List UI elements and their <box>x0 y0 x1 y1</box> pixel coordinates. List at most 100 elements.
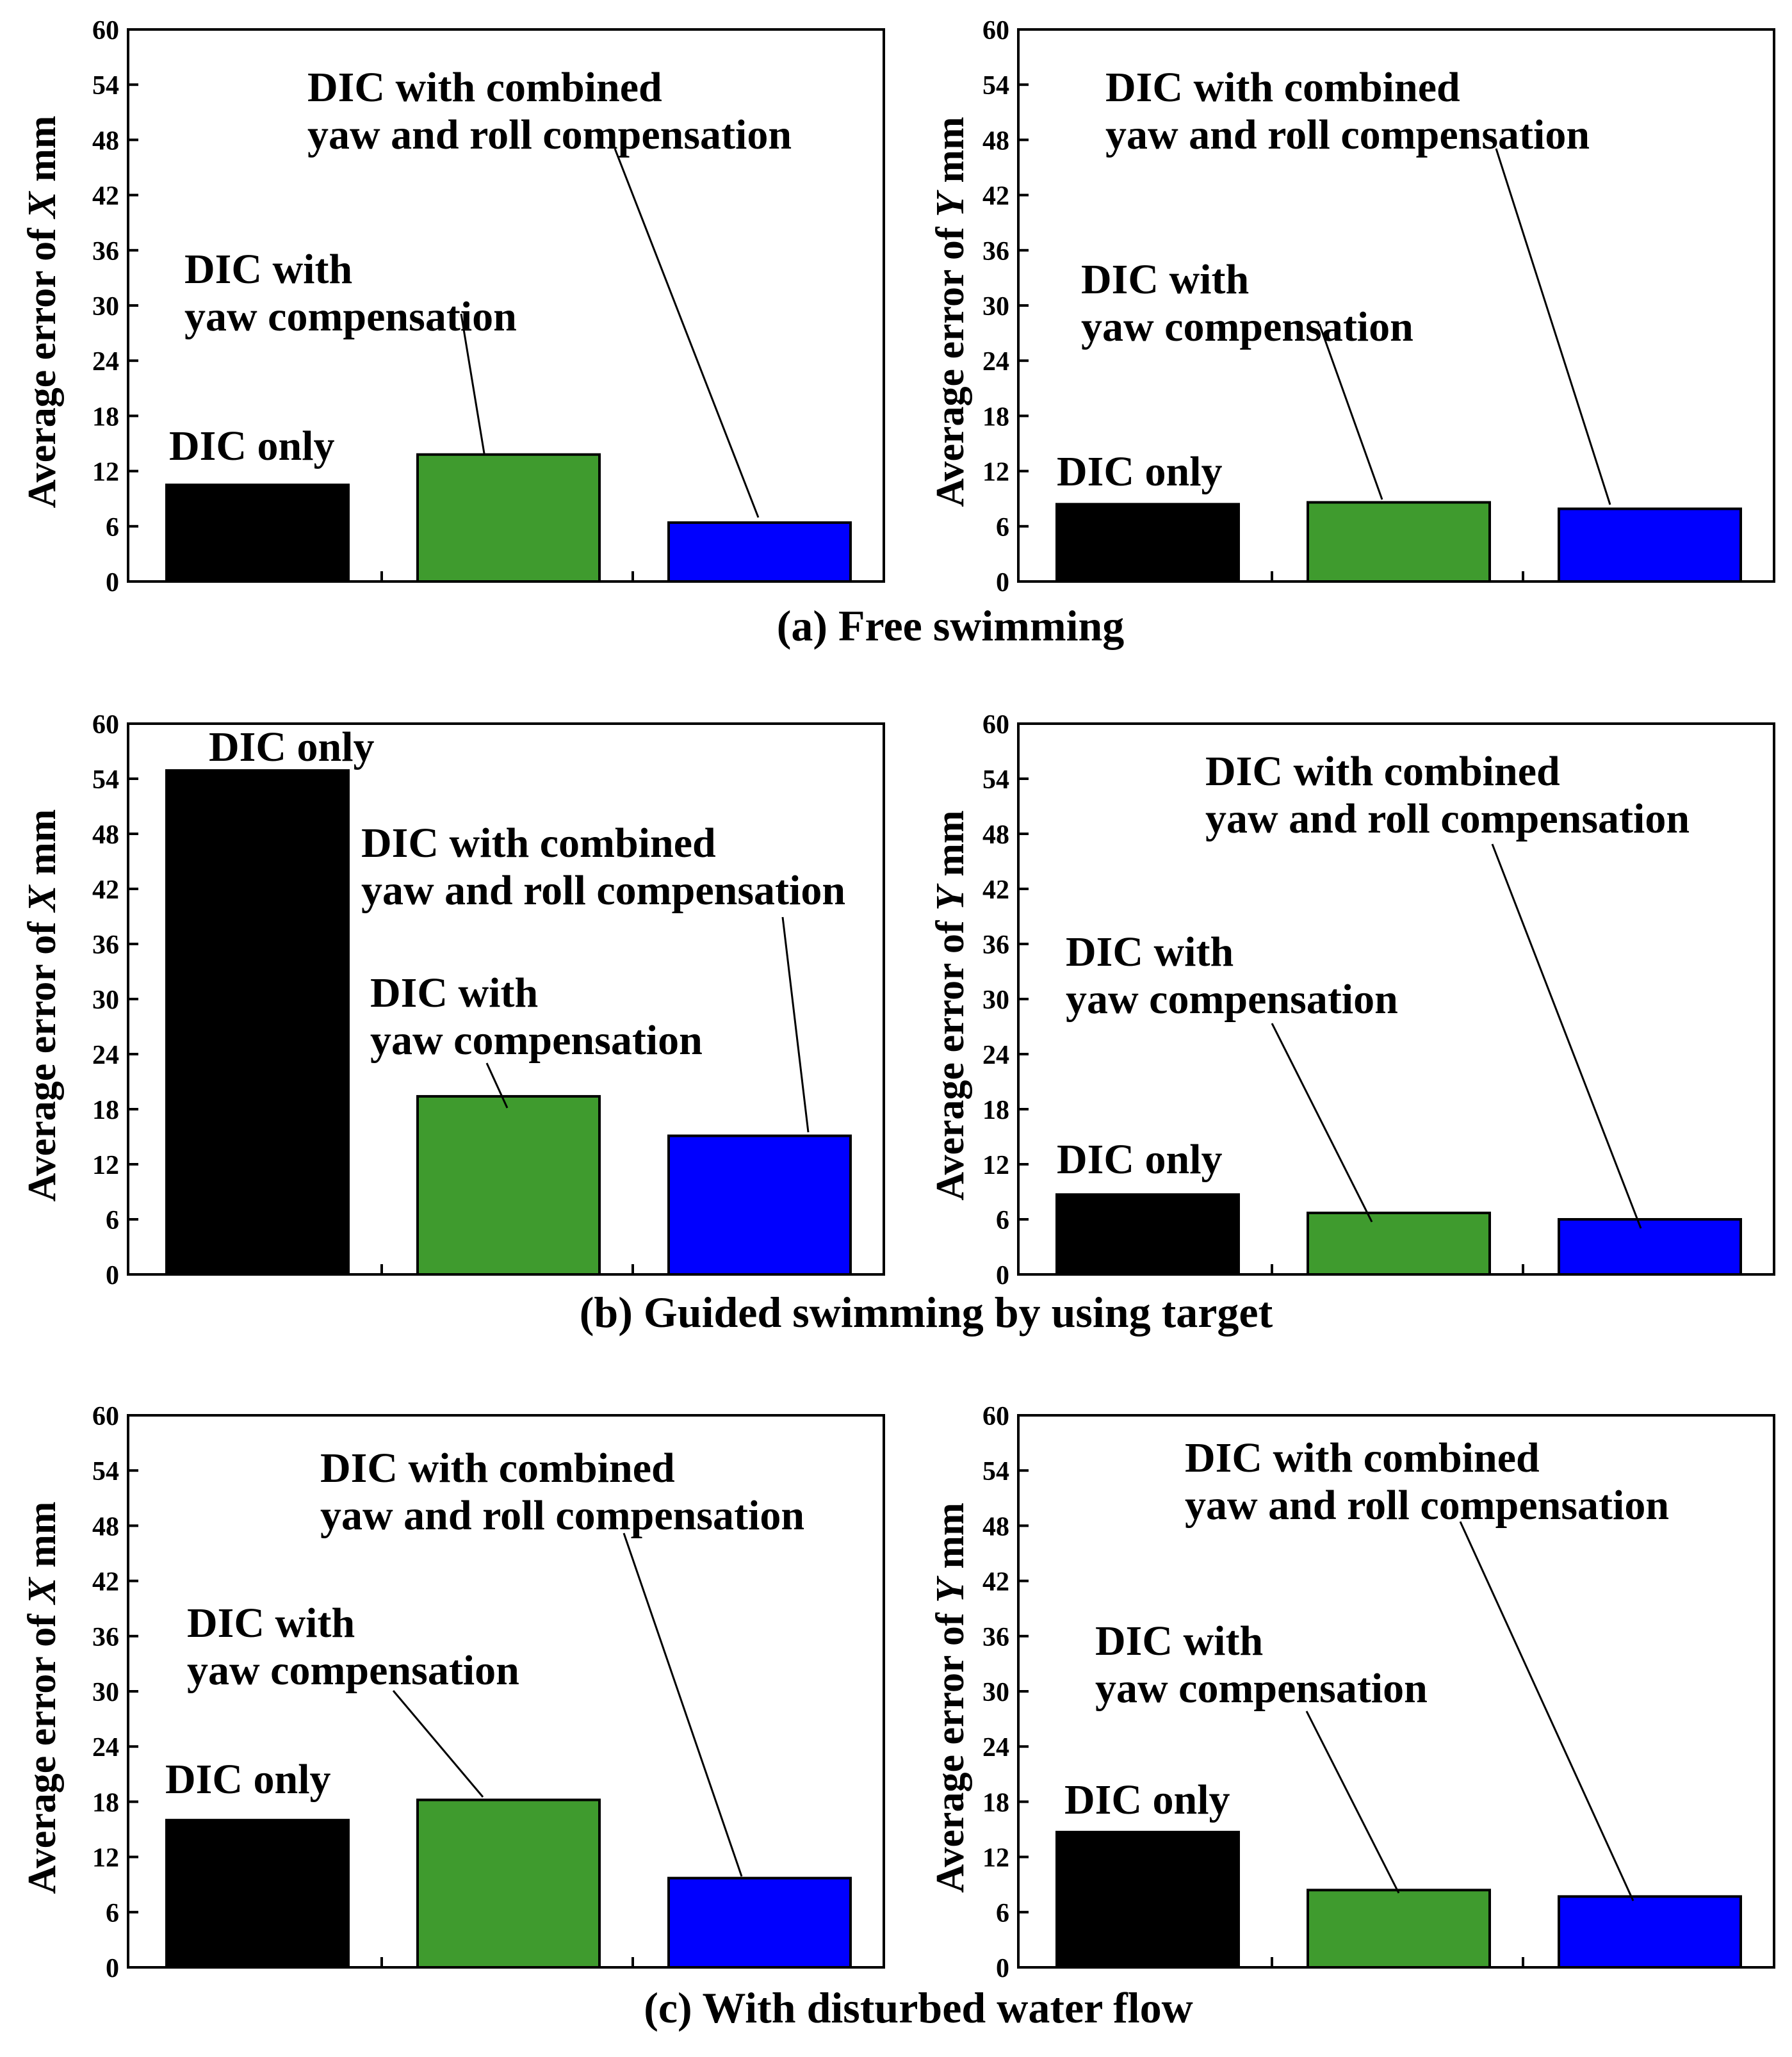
bar-annotation: DIC with combined yaw and roll compensati… <box>1105 64 1590 158</box>
y-tick-label: 54 <box>92 71 119 101</box>
y-tick-label: 6 <box>996 1899 1009 1928</box>
bar-annotation: DIC with combined yaw and roll compensati… <box>361 820 845 914</box>
panel-caption-a: (a) Free swimming <box>777 601 1125 650</box>
bar-dic-only <box>165 1819 350 1969</box>
y-tick-label: 0 <box>106 568 119 598</box>
y-tick-label: 42 <box>982 182 1009 211</box>
y-tick-label: 24 <box>982 347 1009 377</box>
chart-panel-b-left: 0 6 12 18 24 30 36 42 48 54 60 Average error of X m… <box>20 710 885 1290</box>
y-tick-label: 48 <box>92 126 119 156</box>
bar-annotation: DIC with combined yaw and roll compensati… <box>320 1445 804 1539</box>
y-tick-label: 0 <box>996 1954 1009 1983</box>
y-tick-label: 36 <box>92 931 119 960</box>
y-axis-title: Average error of Y mm <box>929 810 972 1200</box>
leader-line <box>1491 843 1642 1229</box>
y-tick-label: 24 <box>982 1733 1009 1762</box>
bar-dic-only <box>165 484 350 583</box>
bar-dic-with-combined-yaw-and-roll-compensation <box>667 1876 852 1969</box>
bar-dic-with-combined-yaw-and-roll-compensation <box>667 1134 852 1276</box>
leader-line <box>614 148 760 518</box>
y-tick-label: 48 <box>92 1512 119 1541</box>
leader-line <box>623 1533 743 1877</box>
y-tick-label: 18 <box>982 402 1009 432</box>
y-tick-label: 60 <box>982 1402 1009 1431</box>
chart-panel-a-left: 0 6 12 18 24 30 36 42 48 54 60 Average error of X m… <box>20 16 885 598</box>
y-tick-label: 36 <box>982 1623 1009 1652</box>
y-tick-label: 18 <box>92 1096 119 1125</box>
y-tick-label: 60 <box>92 16 119 45</box>
y-tick-label: 0 <box>996 1261 1009 1290</box>
y-tick-label: 6 <box>106 513 119 542</box>
leader-line <box>460 313 485 454</box>
y-axis-title: Average error of X mm <box>20 116 64 508</box>
leader-line <box>1495 148 1611 505</box>
bar-dic-only <box>1055 1193 1240 1276</box>
y-tick-label: 12 <box>982 1151 1009 1180</box>
y-tick-label: 30 <box>982 1678 1009 1707</box>
y-axis-title: Average error of Y mm <box>929 117 972 507</box>
bar-annotation: DIC with yaw compensation <box>184 246 517 340</box>
panel-caption-b: (b) Guided swimming by using target <box>580 1288 1273 1337</box>
y-tick-label: 12 <box>982 458 1009 487</box>
bar-dic-with-yaw-compensation <box>1307 1211 1491 1276</box>
leader-line <box>1318 323 1383 500</box>
y-tick-label: 30 <box>92 292 119 321</box>
bar-annotation: DIC with yaw compensation <box>1066 929 1398 1023</box>
y-tick-label: 42 <box>92 182 119 211</box>
y-tick-label: 18 <box>982 1788 1009 1817</box>
bar-dic-with-yaw-compensation <box>416 1094 601 1276</box>
bar-annotation: DIC only <box>209 724 375 770</box>
y-tick-label: 6 <box>996 513 1009 542</box>
y-tick-label: 36 <box>982 931 1009 960</box>
bar-dic-with-combined-yaw-and-roll-compensation <box>667 521 852 583</box>
y-tick-label: 54 <box>92 1457 119 1486</box>
y-tick-label: 12 <box>92 1844 119 1873</box>
y-tick-label: 0 <box>106 1954 119 1983</box>
bar-dic-only <box>165 769 350 1276</box>
y-tick-label: 48 <box>982 820 1009 850</box>
y-tick-label: 18 <box>92 402 119 432</box>
y-tick-label: 48 <box>92 820 119 850</box>
chart-panel-b-right: 0 6 12 18 24 30 36 42 48 54 60 Average error of Y m… <box>929 710 1775 1290</box>
y-tick-label: 54 <box>92 765 119 795</box>
bar-annotation: DIC only <box>165 1756 331 1803</box>
leader-line <box>485 1062 509 1109</box>
y-tick-label: 60 <box>92 1402 119 1431</box>
leader-line <box>1271 1023 1373 1223</box>
y-tick-label: 42 <box>92 1568 119 1597</box>
y-tick-label: 30 <box>92 986 119 1015</box>
y-tick-label: 12 <box>92 458 119 487</box>
chart-panel-c-left: 0 6 12 18 24 30 36 42 48 54 60 Average error of X m… <box>20 1402 885 1983</box>
y-tick-label: 0 <box>106 1261 119 1290</box>
y-tick-label: 54 <box>982 765 1009 795</box>
y-tick-label: 6 <box>106 1206 119 1235</box>
bar-dic-with-yaw-compensation <box>1307 1889 1491 1969</box>
bar-annotation: DIC only <box>169 423 335 469</box>
leader-line <box>1305 1711 1400 1894</box>
y-tick-label: 18 <box>92 1788 119 1817</box>
bar-dic-with-yaw-compensation <box>416 1798 601 1969</box>
bar-annotation: DIC with yaw compensation <box>370 970 703 1064</box>
y-tick-label: 6 <box>996 1206 1009 1235</box>
y-tick-label: 6 <box>106 1899 119 1928</box>
y-tick-label: 18 <box>982 1096 1009 1125</box>
leader-line <box>1459 1521 1634 1901</box>
y-tick-label: 36 <box>982 237 1009 266</box>
bar-annotation: DIC with combined yaw and roll compensati… <box>307 64 792 158</box>
y-tick-label: 54 <box>982 1457 1009 1486</box>
y-tick-label: 60 <box>92 710 119 740</box>
chart-panel-a-right: 0 6 12 18 24 30 36 42 48 54 60 Average error of Y m… <box>929 16 1775 598</box>
bar-annotation: DIC with combined yaw and roll compensati… <box>1185 1435 1669 1529</box>
y-axis-title: Average error of X mm <box>20 1502 64 1894</box>
bar-dic-with-combined-yaw-and-roll-compensation <box>1558 1218 1742 1276</box>
bar-dic-with-combined-yaw-and-roll-compensation <box>1558 1895 1742 1969</box>
y-tick-label: 60 <box>982 710 1009 740</box>
y-tick-label: 24 <box>92 1041 119 1070</box>
y-tick-label: 12 <box>982 1844 1009 1873</box>
bar-annotation: DIC with yaw compensation <box>187 1600 519 1694</box>
panel-caption-c: (c) With disturbed water flow <box>644 1983 1193 2032</box>
y-axis-title: Average error of X mm <box>20 809 64 1202</box>
bar-annotation: DIC with yaw compensation <box>1081 256 1413 350</box>
leader-line <box>781 916 810 1133</box>
